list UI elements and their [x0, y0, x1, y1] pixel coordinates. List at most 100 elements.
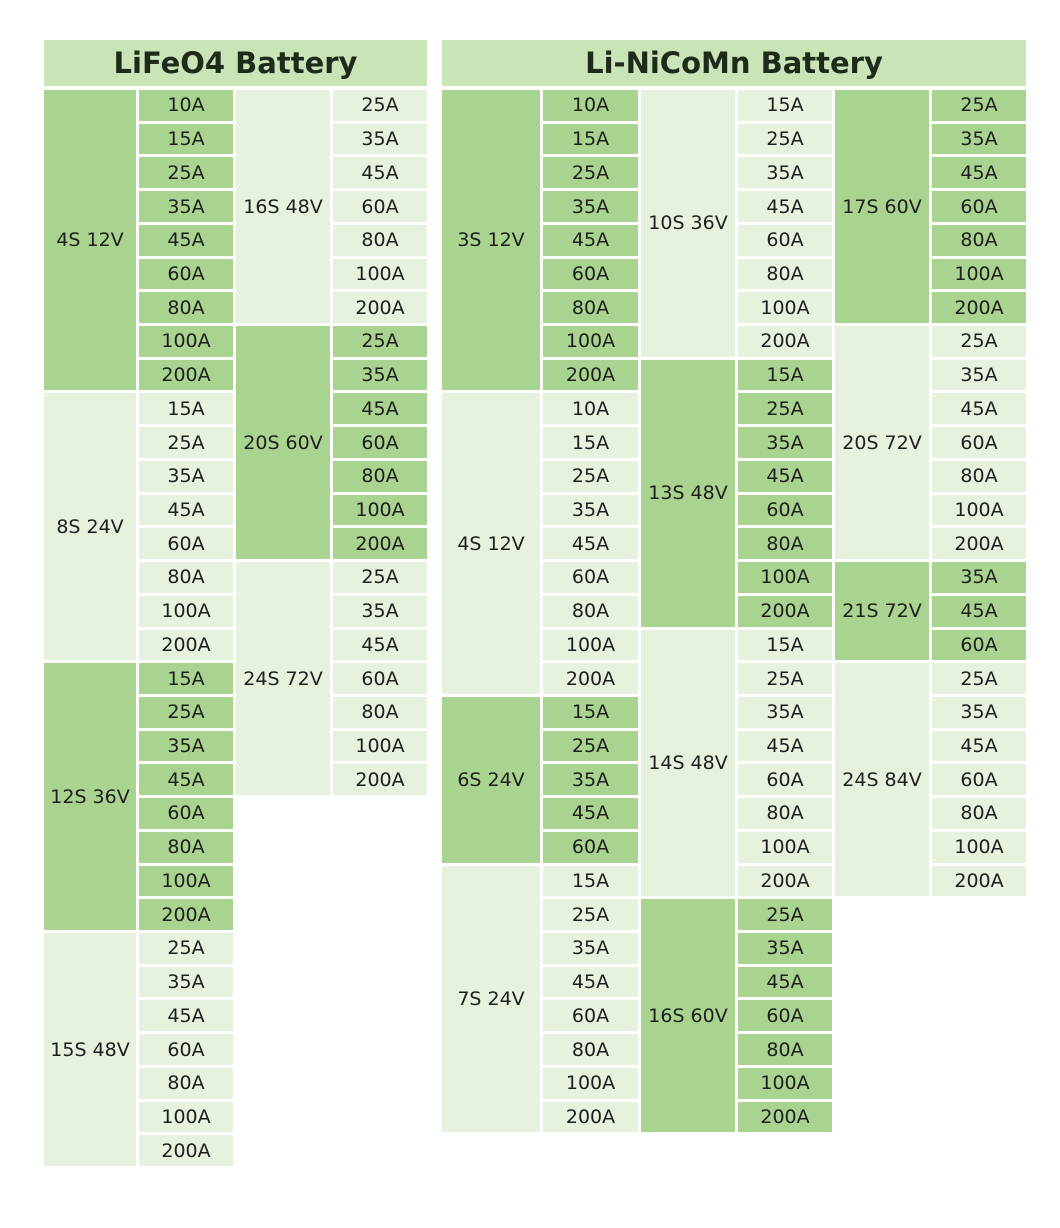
current-rating: 80A: [543, 595, 638, 627]
current-rating: 100A: [738, 831, 832, 863]
config-label: 24S 84V: [835, 663, 929, 897]
current-rating: 45A: [333, 393, 427, 425]
current-rating: 100A: [139, 326, 233, 357]
current-rating: 35A: [932, 359, 1026, 391]
current-rating: 100A: [139, 865, 233, 897]
config-label: 7S 24V: [442, 865, 540, 1133]
current-rating: 35A: [333, 595, 427, 627]
current-rating: 60A: [738, 494, 832, 526]
current-rating: 60A: [932, 764, 1026, 796]
current-rating: 35A: [543, 191, 638, 222]
current-rating: 200A: [333, 764, 427, 796]
current-rating: 80A: [139, 562, 233, 593]
current-rating: 35A: [738, 427, 832, 458]
current-rating: 45A: [932, 157, 1026, 189]
current-rating: 60A: [333, 427, 427, 458]
current-rating: 80A: [139, 1067, 233, 1099]
current-rating: 15A: [543, 427, 638, 458]
current-rating: 200A: [738, 326, 832, 357]
config-label: 12S 36V: [44, 663, 136, 930]
current-rating: 60A: [139, 798, 233, 829]
current-rating: 80A: [738, 1034, 832, 1065]
current-rating: 35A: [932, 123, 1026, 155]
current-rating: 200A: [333, 528, 427, 560]
current-rating: 60A: [333, 663, 427, 694]
config-label: 10S 36V: [641, 90, 735, 357]
current-rating: 35A: [139, 730, 233, 762]
current-rating: 25A: [543, 460, 638, 492]
current-rating: 80A: [932, 224, 1026, 256]
current-rating: 15A: [738, 359, 832, 391]
current-rating: 35A: [738, 157, 832, 189]
current-rating: 25A: [932, 663, 1026, 694]
panel-title: LiFeO4 Battery: [44, 40, 427, 86]
current-rating: 100A: [333, 730, 427, 762]
current-rating: 80A: [139, 831, 233, 863]
current-rating: 35A: [139, 460, 233, 492]
current-rating: 35A: [139, 191, 233, 222]
current-rating: 80A: [738, 528, 832, 560]
current-rating: 45A: [738, 966, 832, 998]
current-rating: 45A: [543, 224, 638, 256]
current-rating: 80A: [333, 460, 427, 492]
current-rating: 60A: [543, 258, 638, 290]
current-rating: 35A: [543, 494, 638, 526]
current-rating: 200A: [333, 292, 427, 324]
current-rating: 200A: [139, 359, 233, 391]
current-rating: 45A: [543, 966, 638, 998]
config-label: 4S 12V: [44, 90, 136, 391]
current-rating: 60A: [932, 191, 1026, 222]
current-rating: 60A: [932, 427, 1026, 458]
current-rating: 15A: [738, 629, 832, 661]
current-rating: 15A: [139, 663, 233, 694]
current-rating: 25A: [333, 90, 427, 121]
current-rating: 100A: [543, 629, 638, 661]
current-rating: 25A: [139, 696, 233, 728]
current-rating: 60A: [738, 1000, 832, 1032]
current-rating: 25A: [932, 90, 1026, 121]
current-rating: 100A: [139, 1101, 233, 1133]
config-label: 21S 72V: [835, 562, 929, 661]
current-rating: 60A: [543, 562, 638, 593]
current-rating: 25A: [543, 899, 638, 930]
current-rating: 80A: [543, 292, 638, 324]
current-rating: 25A: [738, 899, 832, 930]
current-rating: 100A: [932, 494, 1026, 526]
current-rating: 200A: [543, 663, 638, 694]
current-rating: 35A: [932, 696, 1026, 728]
current-rating: 100A: [738, 562, 832, 593]
current-rating: 200A: [139, 629, 233, 661]
current-rating: 35A: [932, 562, 1026, 593]
current-rating: 100A: [738, 1067, 832, 1099]
current-rating: 60A: [139, 258, 233, 290]
current-rating: 45A: [543, 528, 638, 560]
config-label: 3S 12V: [442, 90, 540, 391]
current-rating: 60A: [738, 764, 832, 796]
current-rating: 45A: [139, 494, 233, 526]
current-rating: 200A: [139, 1135, 233, 1167]
config-label: 6S 24V: [442, 696, 540, 863]
current-rating: 45A: [932, 730, 1026, 762]
current-rating: 200A: [932, 865, 1026, 897]
config-label: 16S 48V: [236, 90, 330, 324]
current-rating: 200A: [932, 528, 1026, 560]
current-rating: 25A: [139, 157, 233, 189]
current-rating: 15A: [139, 123, 233, 155]
current-rating: 60A: [333, 191, 427, 222]
config-label: 15S 48V: [44, 933, 136, 1167]
current-rating: 100A: [932, 831, 1026, 863]
current-rating: 45A: [139, 224, 233, 256]
current-rating: 25A: [333, 326, 427, 357]
current-rating: 45A: [932, 393, 1026, 425]
config-label: 13S 48V: [641, 359, 735, 627]
current-rating: 200A: [932, 292, 1026, 324]
current-rating: 25A: [543, 157, 638, 189]
current-rating: 100A: [543, 1067, 638, 1099]
config-label: 8S 24V: [44, 393, 136, 661]
current-rating: 45A: [738, 191, 832, 222]
config-label: 17S 60V: [835, 90, 929, 324]
current-rating: 80A: [738, 798, 832, 829]
config-label: 16S 60V: [641, 899, 735, 1133]
current-rating: 45A: [543, 798, 638, 829]
